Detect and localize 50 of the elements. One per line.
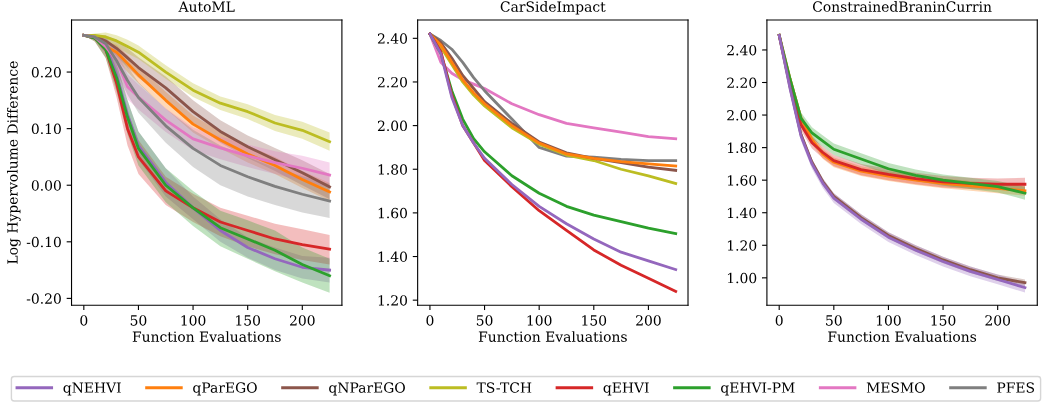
x-tick-label: 50 <box>476 315 493 326</box>
y-tick-label: 1.80 <box>378 164 407 175</box>
chart-title: CarSideImpact <box>500 1 606 15</box>
legend-label: qNParEGO <box>329 382 405 396</box>
x-axis-title: Function Evaluations <box>478 331 627 342</box>
y-tick-label: 1.60 <box>378 207 407 219</box>
y-tick-label: 1.40 <box>378 251 407 262</box>
x-tick-label: 200 <box>289 315 315 326</box>
y-tick-label: 2.40 <box>727 44 757 56</box>
y-tick-label: 1.80 <box>727 142 757 154</box>
x-tick-label: 200 <box>636 315 661 326</box>
x-tick-label: 50 <box>826 315 842 326</box>
x-tick-label: 0 <box>80 315 88 326</box>
x-tick-label: 100 <box>876 315 901 326</box>
y-tick-label: -0.10 <box>26 236 61 248</box>
y-tick-label: 1.20 <box>378 295 407 306</box>
legend-label: TS-TCH <box>476 382 532 393</box>
legend-label: qEHVI-PM <box>721 382 795 396</box>
x-tick-label: 150 <box>236 315 261 326</box>
chart-title: ConstrainedBraninCurrin <box>812 1 992 12</box>
y-tick-label: -0.20 <box>26 293 61 304</box>
legend-label: MESMO <box>866 382 925 393</box>
x-tick-label: 200 <box>985 315 1011 326</box>
x-axis-title: Function Evaluations <box>132 331 281 342</box>
y-tick-label: 2.20 <box>377 76 407 88</box>
y-tick-label: 1.60 <box>727 175 757 186</box>
chart-title: AutoML <box>178 1 235 12</box>
y-tick-label: 0.00 <box>31 180 61 191</box>
y-tick-label: 2.20 <box>727 77 757 88</box>
x-tick-label: 50 <box>130 315 147 326</box>
y-tick-label: 1.20 <box>727 240 757 251</box>
legend-label: qNEHVI <box>63 382 121 396</box>
y-tick-label: 2.00 <box>727 110 757 121</box>
x-axis-title: Function Evaluations <box>828 331 977 342</box>
legend-label: qEHVI <box>603 382 649 396</box>
y-tick-label: 1.40 <box>727 207 757 219</box>
legend-label: PFES <box>997 382 1035 393</box>
y-axis-title: Log Hypervolume Difference <box>7 61 21 264</box>
x-tick-label: 100 <box>527 315 552 326</box>
x-tick-label: 0 <box>426 315 434 326</box>
x-tick-label: 100 <box>181 315 206 326</box>
y-tick-label: 2.40 <box>377 33 407 44</box>
legend-label: qParEGO <box>193 382 257 396</box>
x-tick-label: 0 <box>775 315 783 326</box>
y-tick-label: 0.20 <box>31 67 61 78</box>
y-tick-label: 0.10 <box>31 123 61 135</box>
x-tick-label: 150 <box>582 315 607 326</box>
y-tick-label: 2.00 <box>377 120 407 132</box>
y-tick-label: 1.00 <box>727 272 757 284</box>
x-tick-label: 150 <box>931 315 956 326</box>
